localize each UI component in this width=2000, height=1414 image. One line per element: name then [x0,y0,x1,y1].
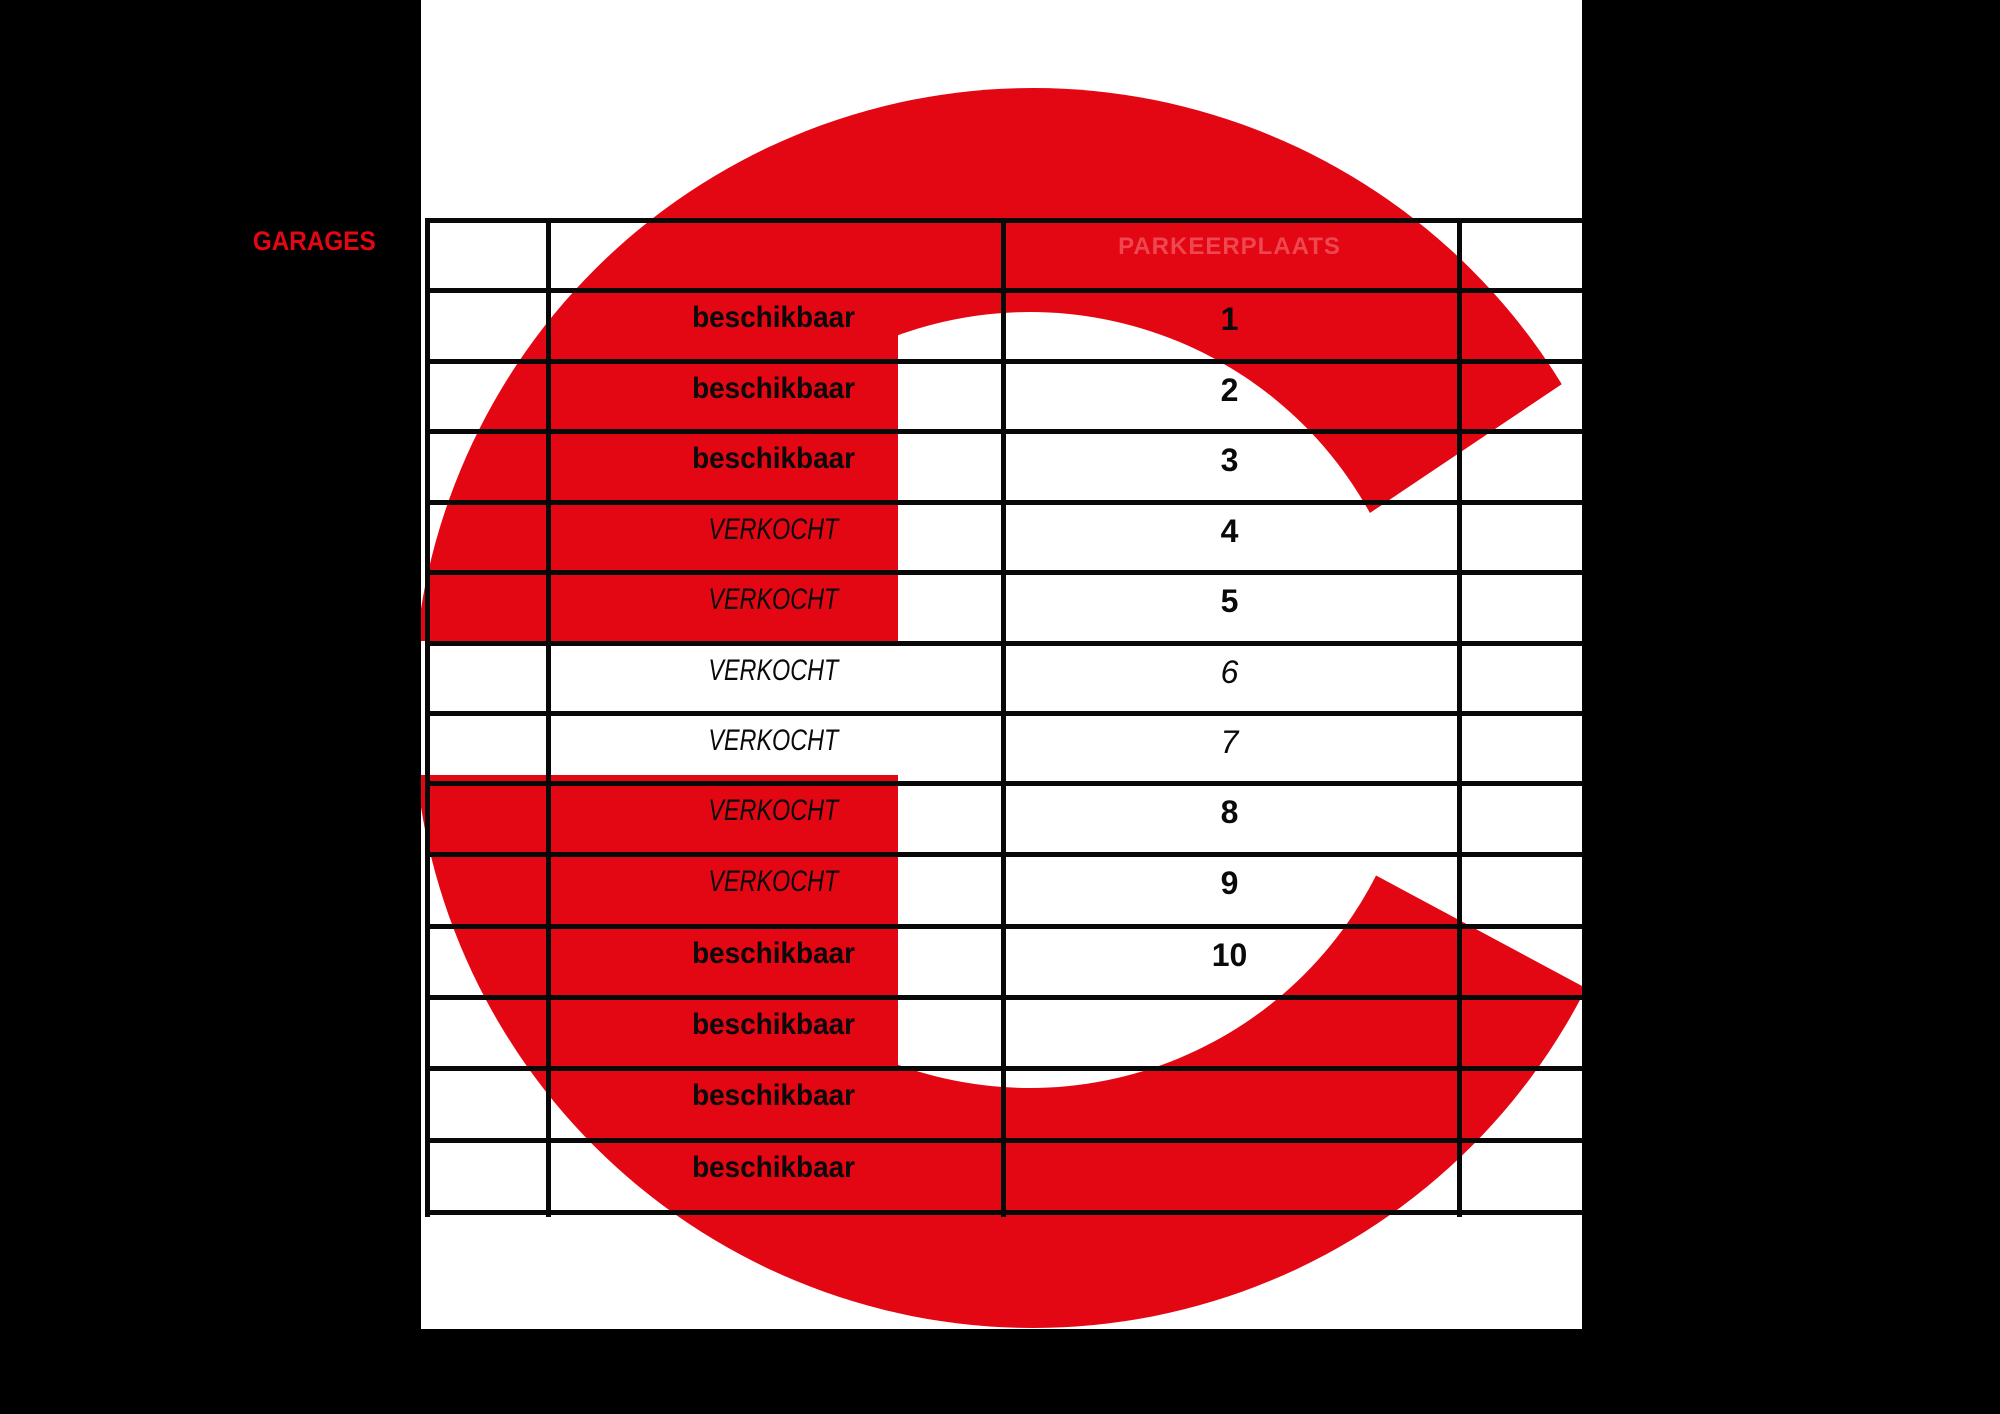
status-cell: beschikbaar [546,1068,1001,1113]
table-row: VERKOCHT 8 [421,783,1582,854]
parking-number-cell [1001,1140,1458,1151]
status-cell: VERKOCHT [546,572,1001,617]
parking-number-cell: 7 [1220,724,1239,760]
parking-number-cell: 2 [1220,372,1239,408]
status-text: VERKOCHT [708,654,839,687]
status-cell: VERKOCHT [546,643,1001,688]
parking-number-cell [1001,997,1458,1008]
status-text: VERKOCHT [708,513,839,546]
status-cell: VERKOCHT [546,783,1001,828]
garages-label: GARAGES [246,226,380,256]
grid-line-vertical [425,218,430,1217]
c-upper-mouth-cut [1349,370,1582,660]
status-cell: VERKOCHT [546,713,1001,758]
parking-number-cell: 5 [1220,583,1239,619]
parking-number-cell: 3 [1220,442,1239,478]
status-cell: beschikbaar [546,926,1001,971]
status-text: beschikbaar [692,1151,855,1184]
table-row: VERKOCHT 9 [421,854,1582,926]
status-text: beschikbaar [692,301,855,334]
parking-number-cell: 4 [1220,513,1239,549]
table-row: beschikbaar 2 [421,361,1582,431]
garages-label-text: GARAGES [252,226,376,256]
grid-line-vertical [1457,218,1462,1217]
status-cell: beschikbaar [546,997,1001,1042]
status-text: beschikbaar [692,442,855,475]
table-row: VERKOCHT 6 [421,643,1582,713]
parking-number-cell: 10 [1211,937,1248,973]
status-text: VERKOCHT [708,794,839,827]
status-cell: beschikbaar [546,361,1001,406]
grid-line-vertical [1001,218,1006,1217]
parking-number-cell: 9 [1220,865,1239,901]
table-row: beschikbaar [421,1140,1582,1212]
status-text: beschikbaar [692,1008,855,1041]
status-text: beschikbaar [692,937,855,970]
parking-number-cell [1001,1068,1458,1079]
table-row: beschikbaar 10 [421,926,1582,997]
table-row: beschikbaar 3 [421,431,1582,502]
status-text: beschikbaar [692,1079,855,1112]
page: PARKEERPLAATS beschikbaar 1 beschikbaar 2 be… [421,0,1582,1329]
status-text: VERKOCHT [708,583,839,616]
parking-number-cell: 1 [1220,301,1239,337]
table-row: VERKOCHT 7 [421,713,1582,783]
status-text: VERKOCHT [708,865,839,898]
parking-number-cell: 8 [1220,794,1239,830]
table-row: VERKOCHT 4 [421,502,1582,572]
status-cell: VERKOCHT [546,502,1001,547]
grid-line-vertical [546,218,551,1217]
table-row: beschikbaar [421,1068,1582,1140]
table-row: beschikbaar 1 [421,290,1582,361]
parkeerplaats-header: PARKEERPLAATS [1001,220,1458,290]
status-cell: beschikbaar [546,290,1001,335]
table-row: beschikbaar [421,997,1582,1068]
status-text: VERKOCHT [708,724,839,757]
availability-table: PARKEERPLAATS beschikbaar 1 beschikbaar 2 be… [421,0,1582,1329]
status-cell: beschikbaar [546,431,1001,476]
table-row: VERKOCHT 5 [421,572,1582,643]
status-cell: beschikbaar [546,1140,1001,1185]
status-text: beschikbaar [692,372,855,405]
parking-number-cell: 6 [1220,654,1239,690]
status-cell: VERKOCHT [546,854,1001,899]
parkeerplaats-header-label: PARKEERPLAATS [1118,233,1341,260]
